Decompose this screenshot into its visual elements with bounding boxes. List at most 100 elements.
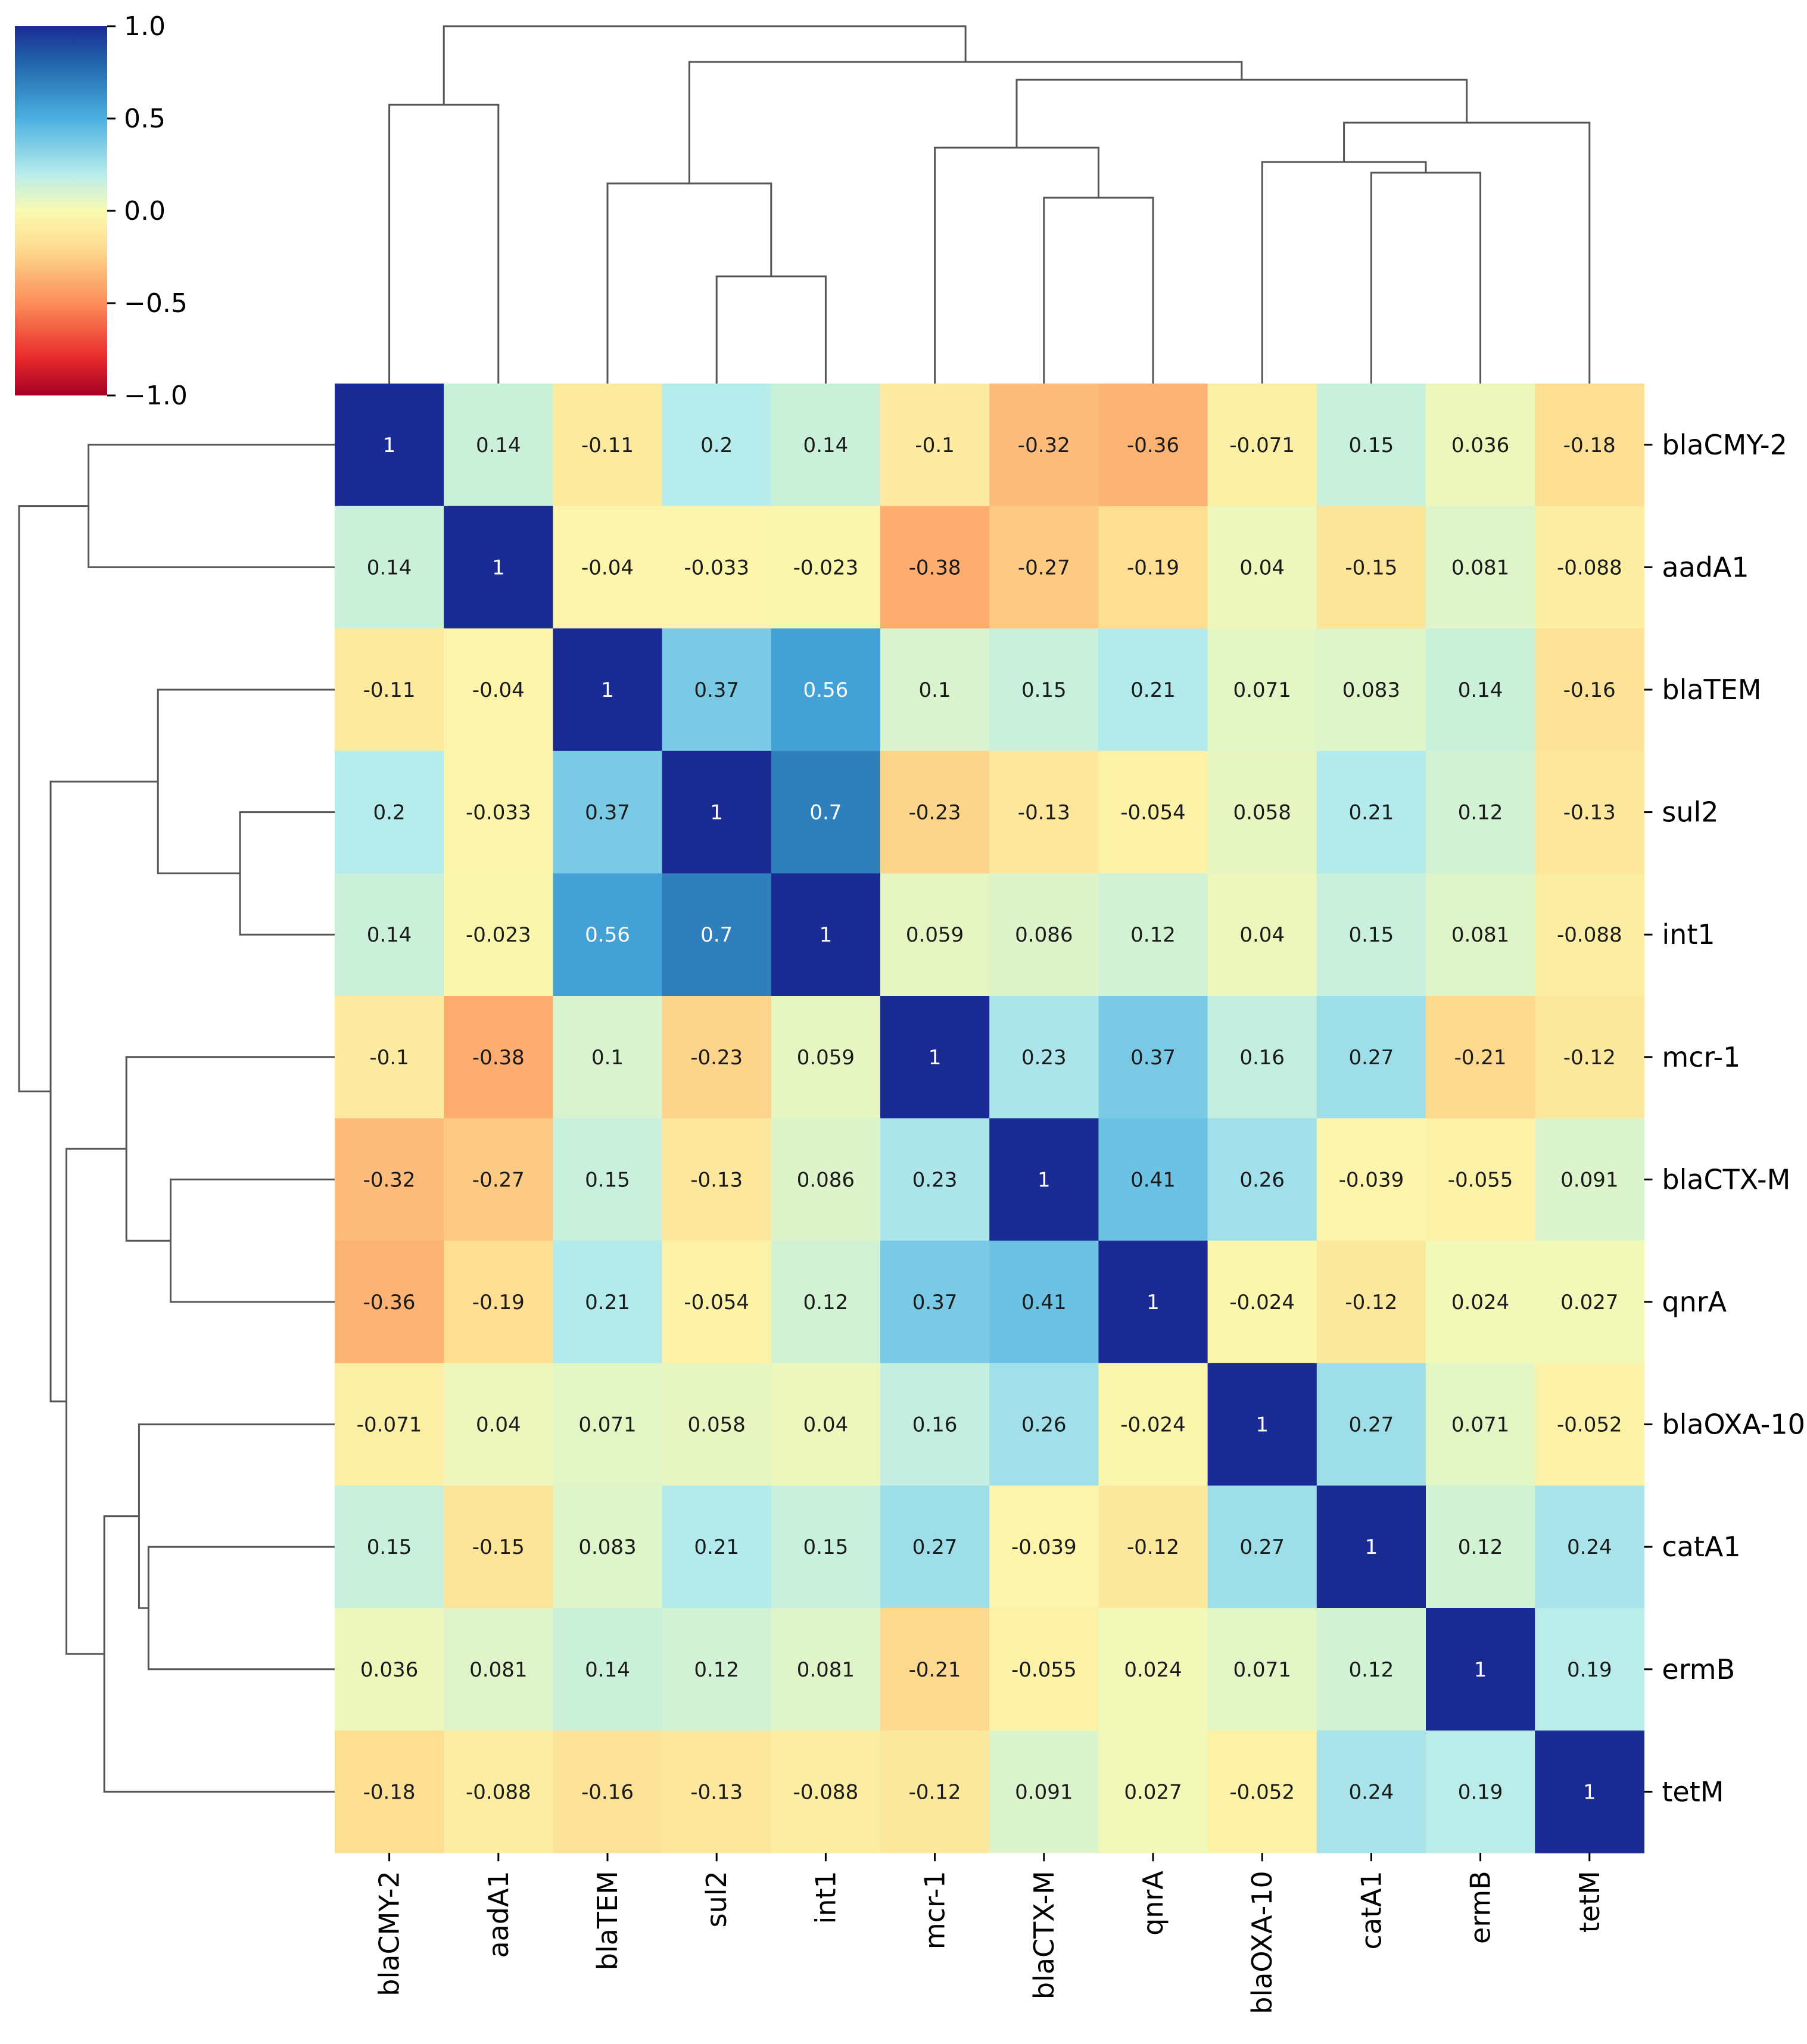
cell-value-label: 0.081 — [1451, 556, 1509, 579]
cell-value-label: 0.24 — [1349, 1780, 1394, 1804]
column-label: catA1 — [1355, 1871, 1387, 1949]
heatmap-cell — [335, 1608, 444, 1731]
cell-value-label: -0.1 — [369, 1046, 409, 1070]
heatmap-cell — [444, 1485, 553, 1609]
colorbar-gradient — [15, 26, 107, 395]
cell-value-label: -0.088 — [1557, 923, 1622, 947]
cell-value-label: 0.16 — [1239, 1046, 1285, 1070]
heatmap-cell — [1316, 1608, 1426, 1731]
dendrogram-branch — [157, 688, 335, 874]
dendrogram-branch — [1015, 79, 1468, 148]
cell-value-label: 1 — [820, 923, 833, 947]
row-label: blaTEM — [1662, 674, 1761, 706]
cell-value-label: -0.11 — [581, 434, 634, 457]
cell-value-label: 0.23 — [912, 1168, 958, 1192]
heatmap-cell — [1426, 996, 1535, 1119]
cell-value-label: 0.027 — [1560, 1291, 1618, 1314]
cell-value-label: 0.26 — [1239, 1168, 1285, 1192]
heatmap-cell — [662, 996, 772, 1119]
dendrogram-branch — [1043, 197, 1154, 384]
heatmap-cell — [335, 1730, 444, 1853]
cell-value-label: -0.21 — [1454, 1046, 1507, 1070]
cell-value-label: 0.14 — [803, 434, 849, 457]
heatmap-cell — [662, 1485, 772, 1609]
cell-value-label: 1 — [601, 678, 614, 702]
cell-value-label: 0.12 — [803, 1291, 849, 1314]
heatmap-cell — [989, 750, 1099, 874]
heatmap-cell — [553, 873, 663, 996]
cell-value-label: 0.14 — [476, 434, 521, 457]
cell-value-label: 0.27 — [1349, 1413, 1394, 1437]
cell-value-label: -0.19 — [472, 1291, 525, 1314]
row-label: blaCMY-2 — [1662, 429, 1787, 461]
cell-value-label: 0.04 — [476, 1413, 521, 1437]
heatmap-cell — [444, 1730, 553, 1853]
heatmap-cell — [1098, 1118, 1208, 1241]
heatmap-cell — [989, 506, 1099, 629]
cell-value-label: -0.16 — [1563, 678, 1616, 702]
heatmap-cell — [553, 1608, 663, 1731]
heatmap-cell — [1535, 628, 1644, 752]
cell-value-label: 0.2 — [700, 434, 733, 457]
cell-value-label: 1 — [383, 434, 396, 457]
heatmap-cell — [335, 1485, 444, 1609]
cell-value-label: 0.091 — [1560, 1168, 1618, 1192]
cell-value-label: 0.083 — [578, 1535, 636, 1559]
cell-value-label: -0.04 — [472, 678, 525, 702]
column-dendrogram — [388, 25, 1591, 384]
cell-value-label: -0.054 — [1120, 801, 1186, 825]
cell-value-label: -0.054 — [684, 1291, 749, 1314]
cell-value-label: 0.04 — [1239, 556, 1285, 579]
heatmap-cell — [662, 628, 772, 752]
cell-value-label: -0.13 — [690, 1168, 743, 1192]
cell-value-label: 0.059 — [906, 923, 964, 947]
cell-value-label: 0.12 — [1130, 923, 1176, 947]
dendrogram-branch — [125, 1056, 335, 1242]
row-label: qnrA — [1662, 1286, 1727, 1318]
heatmap-cell — [1426, 750, 1535, 874]
colorbar-tick-label: 0.5 — [124, 104, 166, 134]
row-label: ermB — [1662, 1653, 1735, 1685]
heatmap-cell — [1316, 996, 1426, 1119]
cell-value-label: 0.12 — [1458, 1535, 1503, 1559]
cell-value-label: 0.15 — [1349, 923, 1394, 947]
column-label: mcr-1 — [919, 1871, 951, 1949]
heatmap-cell — [444, 750, 553, 874]
cell-value-label: -0.055 — [1448, 1168, 1513, 1192]
heatmap-cell — [771, 873, 881, 996]
cell-value-label: -0.12 — [1345, 1291, 1397, 1314]
column-label: blaCMY-2 — [373, 1871, 406, 1996]
cell-value-label: -0.27 — [1018, 556, 1070, 579]
heatmap-cell — [880, 1241, 990, 1364]
heatmap-cell — [335, 750, 444, 874]
colorbar-tick-label: 1.0 — [124, 11, 166, 42]
heatmap-cell — [1426, 506, 1535, 629]
heatmap-cell — [335, 1241, 444, 1364]
column-label: qnrA — [1137, 1871, 1169, 1936]
cell-value-label: -0.1 — [915, 434, 954, 457]
heatmap-cell — [553, 750, 663, 874]
heatmap-cell — [880, 1118, 990, 1241]
row-label: blaCTX-M — [1662, 1163, 1790, 1195]
heatmap-cell — [989, 1241, 1099, 1364]
cell-value-label: 0.41 — [1130, 1168, 1176, 1192]
heatmap-cell — [444, 996, 553, 1119]
heatmap-cell — [989, 873, 1099, 996]
heatmap-cell — [1098, 506, 1208, 629]
heatmap-cell — [1535, 750, 1644, 874]
heatmap-cell — [1207, 750, 1317, 874]
heatmap-cell — [771, 996, 881, 1119]
heatmap-cell — [771, 1485, 881, 1609]
heatmap-cell — [335, 1363, 444, 1486]
cell-value-label: 1 — [1474, 1658, 1487, 1682]
heatmap-cell — [771, 1118, 881, 1241]
heatmap-cell — [989, 1363, 1099, 1486]
cell-value-label: 0.24 — [1567, 1535, 1612, 1559]
cell-value-label: 0.7 — [700, 923, 733, 947]
heatmap-cell — [1316, 750, 1426, 874]
cell-value-label: -0.16 — [581, 1780, 634, 1804]
cell-value-label: 0.15 — [585, 1168, 630, 1192]
cell-value-label: -0.15 — [472, 1535, 525, 1559]
heatmap-cell — [880, 506, 990, 629]
cell-value-label: -0.052 — [1229, 1780, 1295, 1804]
